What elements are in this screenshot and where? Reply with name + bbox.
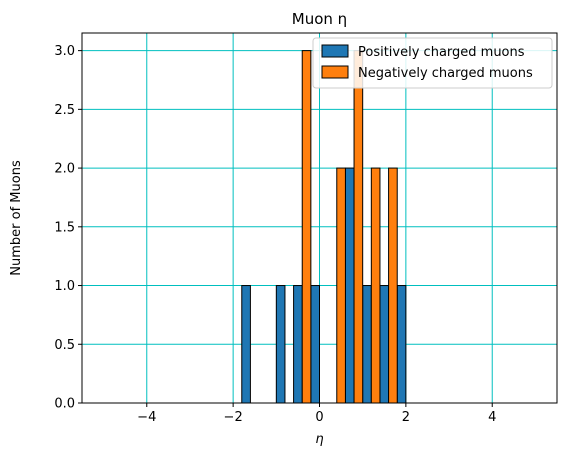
x-tick-label: −4	[137, 410, 156, 425]
legend-swatch	[321, 44, 349, 58]
x-tick-label: 4	[488, 410, 496, 425]
bar-positive	[379, 285, 390, 404]
bar-positive	[396, 285, 407, 404]
y-tick-label: 1.5	[54, 220, 75, 235]
bar-positive	[275, 285, 286, 404]
bar-negative	[370, 167, 381, 404]
y-axis-label: Number of Muons	[9, 160, 24, 276]
y-axis: 0.0 0.5 1.0 1.5 2.0 2.5 3.0	[54, 44, 82, 412]
bar-positive	[362, 285, 372, 404]
y-tick-label: 1.0	[54, 279, 75, 294]
bar-positive	[293, 285, 303, 404]
x-tick-label: −2	[224, 410, 243, 425]
legend-box	[312, 37, 553, 89]
bar-positive	[344, 167, 355, 404]
bars	[241, 50, 407, 404]
chart-title: Muon η	[292, 10, 347, 28]
x-tick-label: 2	[402, 410, 410, 425]
legend-label: Negatively charged muons	[358, 66, 533, 81]
y-tick-label: 0.0	[54, 397, 75, 412]
bar-positive	[310, 285, 321, 404]
bar-negative	[301, 50, 312, 404]
legend-label: Positively charged muons	[358, 45, 525, 60]
y-tick-label: 0.5	[54, 338, 75, 353]
bar-negative	[336, 167, 346, 404]
y-tick-label: 2.0	[54, 162, 75, 177]
bar-positive	[241, 285, 251, 404]
bar-negative	[388, 167, 398, 404]
bar-negative	[353, 50, 364, 404]
legend-swatch	[321, 65, 349, 79]
x-axis: −4 −2 0 2 4	[137, 403, 496, 425]
y-tick-label: 2.5	[54, 103, 75, 118]
legend: Positively charged muons Negatively charg…	[312, 37, 553, 89]
x-tick-label: 0	[315, 410, 323, 425]
x-axis-label: η	[315, 432, 323, 447]
y-tick-label: 3.0	[54, 44, 75, 59]
